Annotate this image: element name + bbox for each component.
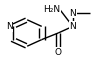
Text: N: N (69, 22, 76, 31)
Text: H₂N: H₂N (43, 5, 60, 14)
Text: N: N (69, 9, 76, 18)
Text: N: N (6, 22, 13, 31)
Text: O: O (55, 48, 62, 56)
